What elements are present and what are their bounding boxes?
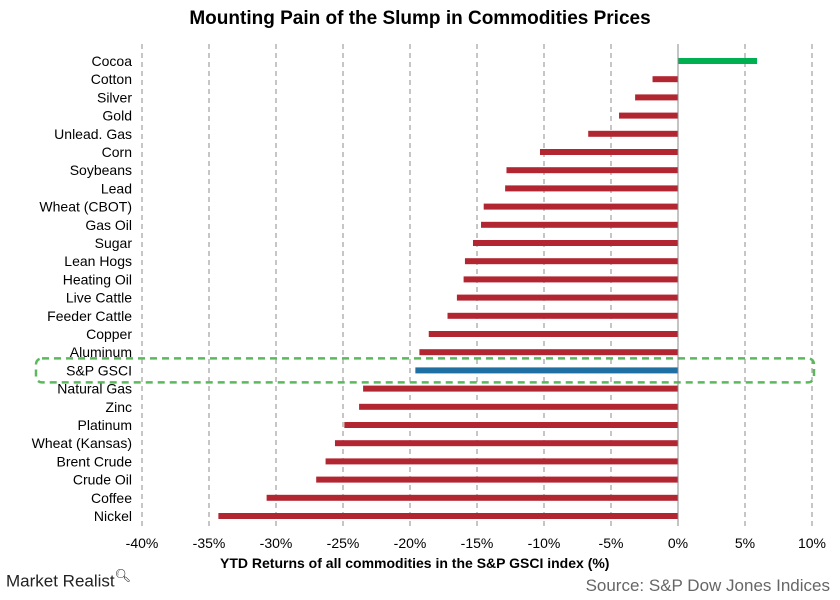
bar xyxy=(464,258,678,265)
x-tick-label: 5% xyxy=(735,535,755,551)
bar xyxy=(344,422,678,428)
category-label: S&P GSCI xyxy=(66,362,132,378)
bar xyxy=(635,94,678,101)
category-label: Unlead. Gas xyxy=(54,126,132,142)
category-label: Wheat (CBOT) xyxy=(39,199,132,215)
category-label: Silver xyxy=(97,89,132,105)
category-label: Heating Oil xyxy=(63,271,132,287)
bar xyxy=(447,312,678,319)
x-tick-label: -25% xyxy=(327,535,360,551)
bar xyxy=(363,385,678,392)
bar xyxy=(359,403,678,410)
x-tick-label: -10% xyxy=(528,535,561,551)
category-label: Lead xyxy=(101,180,132,196)
category-label: Nickel xyxy=(94,508,132,524)
category-label: Corn xyxy=(102,144,132,160)
bar xyxy=(539,149,678,155)
bar xyxy=(652,76,678,83)
bar xyxy=(588,130,678,137)
bar xyxy=(481,221,678,228)
bar xyxy=(428,331,678,337)
bar xyxy=(678,58,758,64)
category-label: Aluminum xyxy=(70,344,132,360)
category-label: Cocoa xyxy=(92,53,133,69)
bar xyxy=(505,185,678,192)
bar xyxy=(483,203,678,210)
x-tick-label: -5% xyxy=(599,535,624,551)
brand-name: Market Realist xyxy=(6,571,115,591)
x-tick-label: -40% xyxy=(126,535,159,551)
bars xyxy=(218,58,758,519)
bar xyxy=(472,240,678,246)
category-label: Sugar xyxy=(95,235,133,251)
category-label: Copper xyxy=(86,326,132,342)
gridlines xyxy=(141,44,813,526)
category-label: Platinum xyxy=(78,417,132,433)
bar xyxy=(506,167,678,174)
bar xyxy=(334,440,678,447)
brand-logo: Market Realist🔍︎ xyxy=(6,568,131,592)
category-labels: Cocoa Cotton Silver Gold Unlead. Gas Corn Soyb… xyxy=(32,53,133,524)
category-label: Zinc xyxy=(106,399,132,415)
category-label: Coffee xyxy=(91,490,132,506)
bar xyxy=(415,367,678,374)
x-tick-label: -20% xyxy=(394,535,427,551)
category-label: Soybeans xyxy=(70,162,132,178)
category-label: Gas Oil xyxy=(85,217,132,233)
category-label: Lean Hogs xyxy=(64,253,132,269)
bar xyxy=(619,112,678,119)
bar xyxy=(456,294,678,301)
bar xyxy=(266,494,678,501)
category-label: Brent Crude xyxy=(57,453,133,469)
highlight-box xyxy=(34,357,816,384)
category-label: Gold xyxy=(102,108,132,124)
source-note: Source: S&P Dow Jones Indices xyxy=(585,576,830,595)
bar xyxy=(218,513,678,519)
category-label: Cotton xyxy=(91,71,132,87)
bar xyxy=(325,458,678,465)
x-tick-label: -15% xyxy=(461,535,494,551)
chart-title: Mounting Pain of the Slump in Commoditie… xyxy=(189,8,651,29)
category-label: Feeder Cattle xyxy=(47,308,132,324)
x-tick-label: 10% xyxy=(798,535,826,551)
bar xyxy=(463,276,678,283)
category-label: Natural Gas xyxy=(57,381,132,397)
category-label: Wheat (Kansas) xyxy=(32,435,132,451)
x-tick-label: 0% xyxy=(668,535,688,551)
x-tick-labels: -40% -35% -30% -25% -20% -15% -10% -5% 0% 5% 10% xyxy=(126,535,826,551)
x-tick-label: -35% xyxy=(193,535,226,551)
category-label: Crude Oil xyxy=(73,472,132,488)
bar xyxy=(316,476,678,483)
x-axis-label: YTD Returns of all commodities in the S&… xyxy=(220,555,610,571)
bar xyxy=(419,349,678,356)
category-label: Live Cattle xyxy=(66,290,132,306)
x-tick-label: -30% xyxy=(260,535,293,551)
magnifier-icon: 🔍︎ xyxy=(114,568,132,583)
